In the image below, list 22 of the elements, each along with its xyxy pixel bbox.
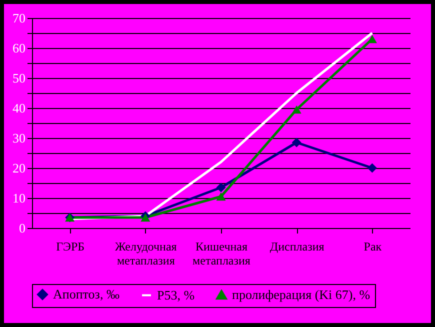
y-tick-label: 40	[12, 100, 26, 116]
legend-label: Апоптоз, ‰	[53, 286, 120, 302]
y-tick-label: 0	[19, 220, 26, 236]
y-tick-label: 70	[12, 10, 26, 26]
y-tick-label: 60	[12, 40, 26, 56]
y-tick-label: 10	[12, 190, 26, 206]
y-tick-label: 20	[12, 160, 26, 176]
point	[216, 192, 226, 201]
x-tick-label: Кишечная метаплазия	[192, 240, 251, 268]
y-tick-label: 30	[12, 130, 26, 146]
point	[292, 105, 302, 114]
point	[292, 138, 302, 148]
y-tick-label: 50	[12, 70, 26, 86]
x-tick-label: Желудочная метаплазия	[114, 240, 178, 268]
legend-label: P53, %	[157, 287, 195, 302]
x-tick-label: Дисплазия	[270, 240, 325, 254]
x-tick-label: ГЭРБ	[56, 240, 85, 254]
point	[216, 182, 226, 192]
x-tick-label: Рак	[364, 240, 382, 254]
legend-label: пролиферация (Ki 67), %	[232, 286, 370, 302]
point	[367, 163, 377, 173]
point	[367, 34, 377, 44]
